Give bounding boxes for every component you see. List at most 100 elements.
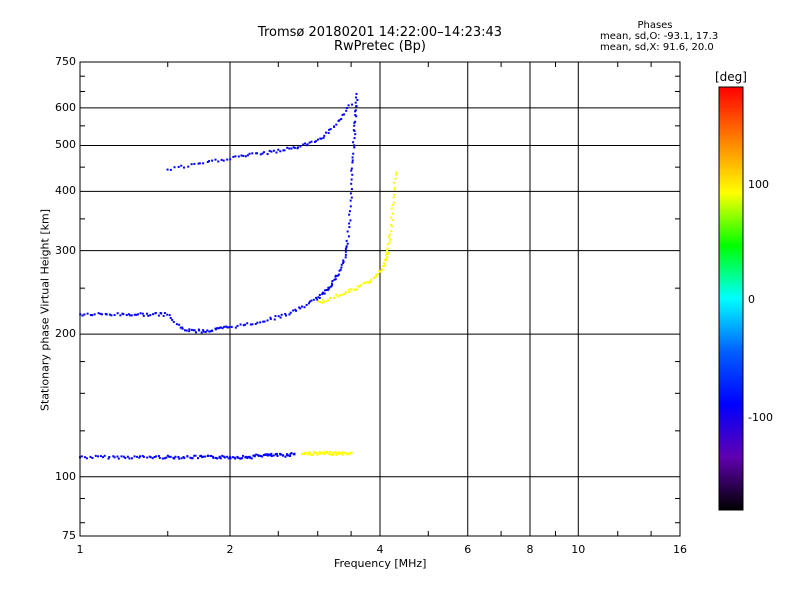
data-point: [93, 313, 96, 316]
data-point: [303, 306, 306, 309]
data-point: [305, 303, 308, 306]
data-point: [377, 273, 380, 276]
data-point: [241, 454, 244, 457]
data-point: [157, 314, 160, 317]
data-point: [97, 455, 100, 458]
data-point: [320, 137, 323, 140]
data-point: [336, 274, 339, 277]
data-point: [142, 314, 145, 317]
data-point: [253, 455, 256, 458]
data-point: [344, 256, 347, 259]
data-point: [193, 162, 196, 165]
data-point: [307, 452, 310, 455]
data-point: [351, 103, 354, 106]
data-point: [340, 294, 343, 297]
data-point: [189, 456, 192, 459]
data-point: [344, 452, 347, 455]
data-point: [389, 238, 392, 241]
data-point: [333, 296, 336, 299]
data-point: [365, 281, 368, 284]
data-point: [335, 293, 338, 296]
data-point: [243, 323, 246, 326]
data-point: [202, 162, 205, 165]
data-point: [345, 239, 348, 242]
data-point: [229, 158, 232, 161]
data-point: [153, 455, 156, 458]
data-point: [212, 455, 215, 458]
colorbar-tick-minus-100: -100: [748, 411, 773, 424]
data-point: [385, 253, 388, 256]
data-point: [341, 113, 344, 116]
y-tick-label: 300: [55, 243, 76, 257]
data-point: [89, 314, 92, 317]
data-point: [338, 451, 341, 454]
data-point: [331, 284, 334, 287]
data-point: [352, 152, 355, 155]
data-point: [350, 178, 353, 181]
data-point: [346, 230, 349, 233]
data-point: [236, 324, 239, 327]
data-point: [141, 312, 144, 315]
data-point: [116, 455, 119, 458]
data-point: [293, 452, 296, 455]
data-point: [375, 274, 378, 277]
data-point: [314, 452, 317, 455]
data-point: [302, 143, 305, 146]
data-point: [206, 161, 209, 164]
data-point: [337, 453, 340, 456]
data-point: [375, 273, 378, 276]
data-point: [226, 455, 229, 458]
data-point: [94, 454, 97, 457]
data-point: [175, 323, 178, 326]
data-point: [364, 281, 367, 284]
phases-box: Phases mean, sd,O: -93.1, 17.3 mean, sd,…: [600, 20, 718, 53]
data-point: [324, 289, 327, 292]
data-point: [289, 311, 292, 314]
data-point: [312, 451, 315, 454]
data-point: [296, 146, 299, 149]
data-point: [166, 168, 169, 171]
data-point: [348, 226, 351, 229]
data-point: [374, 276, 377, 279]
data-point: [246, 154, 249, 157]
data-point: [139, 312, 142, 315]
data-point: [383, 259, 386, 262]
x-tick-label: 6: [464, 543, 472, 556]
data-point: [266, 319, 269, 322]
data-point: [152, 313, 155, 316]
data-point: [391, 218, 394, 221]
x-tick-label: 1: [76, 543, 84, 556]
data-point: [283, 149, 286, 152]
data-point: [345, 109, 348, 112]
data-point: [209, 330, 212, 333]
y-axis-label: Stationary phase Virtual Height [km]: [38, 208, 52, 412]
data-point: [386, 253, 389, 256]
data-point: [124, 456, 127, 459]
title-line-1: Tromsø 20180201 14:22:00–14:23:43: [257, 25, 503, 40]
data-point: [113, 456, 116, 459]
data-point: [386, 249, 389, 252]
data-point: [81, 314, 84, 317]
data-point: [212, 456, 215, 459]
data-point: [284, 312, 287, 315]
data-point: [346, 452, 349, 455]
data-point: [323, 292, 326, 295]
data-point: [280, 313, 283, 316]
data-point: [299, 307, 302, 310]
data-point: [383, 264, 386, 267]
data-point: [335, 123, 338, 126]
data-point: [270, 150, 273, 153]
data-point: [342, 262, 345, 265]
data-point: [163, 312, 166, 315]
data-point: [280, 453, 283, 456]
plot-frame: [79, 61, 681, 537]
data-point: [269, 316, 272, 319]
data-point: [334, 278, 337, 281]
data-point: [161, 457, 164, 460]
data-point: [322, 136, 325, 139]
data-point: [327, 132, 330, 135]
data-point: [353, 124, 356, 127]
data-point: [172, 320, 175, 323]
data-point: [328, 286, 331, 289]
data-point: [329, 128, 332, 131]
